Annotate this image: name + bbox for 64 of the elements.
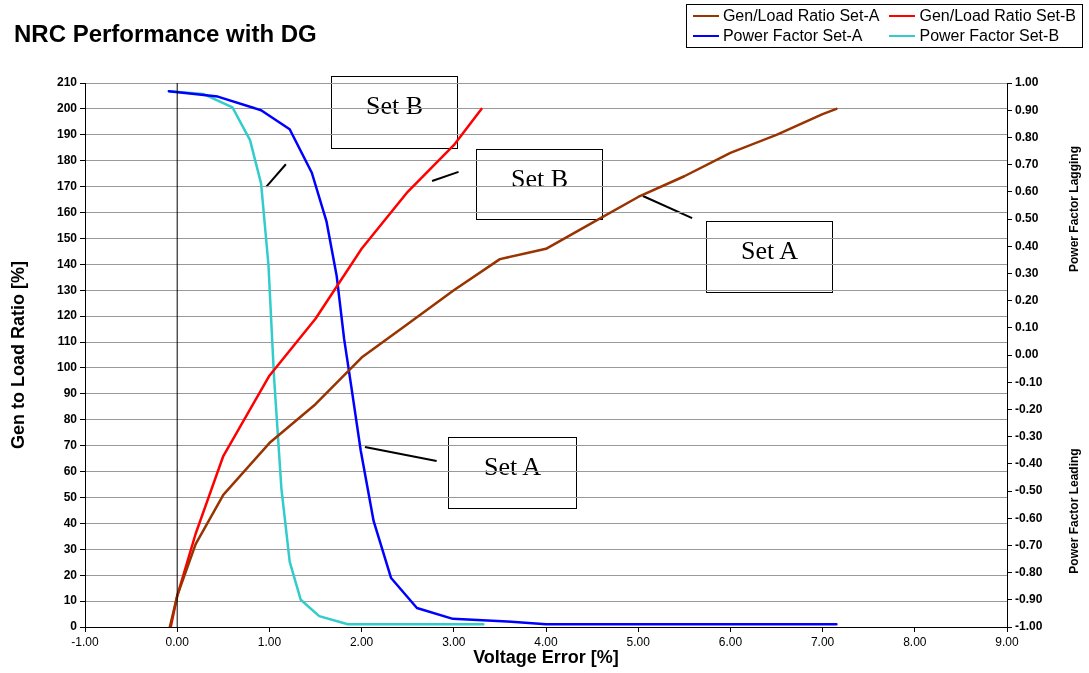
y2-tick-label: -0.10 bbox=[1015, 374, 1043, 389]
y2-tick-label: -0.80 bbox=[1015, 564, 1043, 579]
y-tick-label: 100 bbox=[56, 360, 78, 375]
x-tick-label: 5.00 bbox=[626, 634, 651, 649]
y-tick-label: 80 bbox=[63, 412, 78, 427]
y-tick-label: 30 bbox=[63, 541, 78, 556]
legend-label: Power Factor Set-A bbox=[722, 27, 863, 45]
x-tick-label: 8.00 bbox=[903, 634, 927, 649]
x-tick-label: 9.00 bbox=[995, 634, 1019, 649]
y2-tick-label: 0.00 bbox=[1015, 347, 1039, 362]
x-tick-label: 2.00 bbox=[349, 634, 374, 649]
y2-tick-label: -0.90 bbox=[1015, 592, 1043, 607]
y2-tick-label: -0.30 bbox=[1015, 428, 1043, 443]
annotation: Set A bbox=[740, 236, 799, 265]
y-tick-label: 10 bbox=[63, 593, 78, 608]
y-tick-label: 160 bbox=[56, 204, 78, 219]
y-tick-label: 200 bbox=[56, 101, 78, 116]
legend-label: Gen/Load Ratio Set-A bbox=[722, 7, 880, 25]
y-tick-label: 20 bbox=[63, 567, 78, 582]
legend-label: Gen/Load Ratio Set-B bbox=[919, 7, 1076, 25]
y-tick-label: 0 bbox=[70, 619, 78, 634]
legend-label: Power Factor Set-B bbox=[919, 27, 1060, 45]
y2-tick-label: -0.50 bbox=[1015, 483, 1043, 498]
x-tick-label: -1.00 bbox=[71, 634, 99, 649]
x-tick-label: 0.00 bbox=[165, 634, 190, 649]
y-tick-label: 180 bbox=[56, 153, 78, 168]
y-axis-title: Gen to Load Ratio [%] bbox=[7, 261, 28, 449]
y-tick-label: 210 bbox=[56, 75, 78, 90]
text: Power Factor Leading bbox=[1067, 448, 1082, 574]
y-tick-label: 140 bbox=[56, 256, 78, 271]
y2-tick-label: 0.60 bbox=[1015, 184, 1039, 199]
y-tick-label: 130 bbox=[56, 282, 78, 297]
y2-tick-label: -0.20 bbox=[1015, 401, 1043, 416]
x-tick-label: 1.00 bbox=[257, 634, 282, 649]
y-tick-label: 90 bbox=[63, 386, 78, 401]
x-tick-label: 7.00 bbox=[810, 634, 835, 649]
y-tick-label: 170 bbox=[56, 178, 78, 193]
y-tick-label: 190 bbox=[56, 127, 78, 142]
y-tick-label: 60 bbox=[63, 463, 78, 478]
y2-tick-label: 0.90 bbox=[1015, 102, 1039, 117]
y2-tick-label: -0.70 bbox=[1015, 537, 1043, 552]
y-tick-label: 40 bbox=[63, 515, 78, 530]
y2-tick-label: -0.60 bbox=[1015, 510, 1043, 525]
y-tick-label: 70 bbox=[63, 437, 78, 452]
y2-tick-label: 1.00 bbox=[1015, 75, 1039, 90]
y2-axis-title: Power Factor Lagging bbox=[1067, 145, 1082, 273]
y2-tick-label: 0.40 bbox=[1015, 238, 1039, 253]
x-tick-label: 3.00 bbox=[442, 634, 466, 649]
x-tick-label: 6.00 bbox=[718, 634, 743, 649]
y2-tick-label: -0.40 bbox=[1015, 456, 1043, 471]
x-axis-title: Voltage Error [%] bbox=[473, 647, 619, 668]
x-tick-label: 4.00 bbox=[534, 634, 558, 649]
y-tick-label: 110 bbox=[57, 334, 78, 349]
y2-tick-label: 0.70 bbox=[1015, 156, 1039, 171]
y-tick-label: 50 bbox=[63, 489, 78, 504]
y-tick-label: 150 bbox=[56, 230, 78, 245]
y2-tick-label: 0.20 bbox=[1015, 292, 1039, 307]
y2-tick-label: 0.50 bbox=[1015, 211, 1039, 226]
y2-tick-label: 0.30 bbox=[1015, 265, 1039, 280]
chart-title: NRC Performance with DG bbox=[14, 20, 317, 48]
y2-tick-label: 0.80 bbox=[1015, 129, 1039, 144]
y-tick-label: 120 bbox=[56, 308, 78, 323]
y2-tick-label: 0.10 bbox=[1015, 320, 1039, 335]
y2-tick-label: -1.00 bbox=[1015, 619, 1043, 634]
